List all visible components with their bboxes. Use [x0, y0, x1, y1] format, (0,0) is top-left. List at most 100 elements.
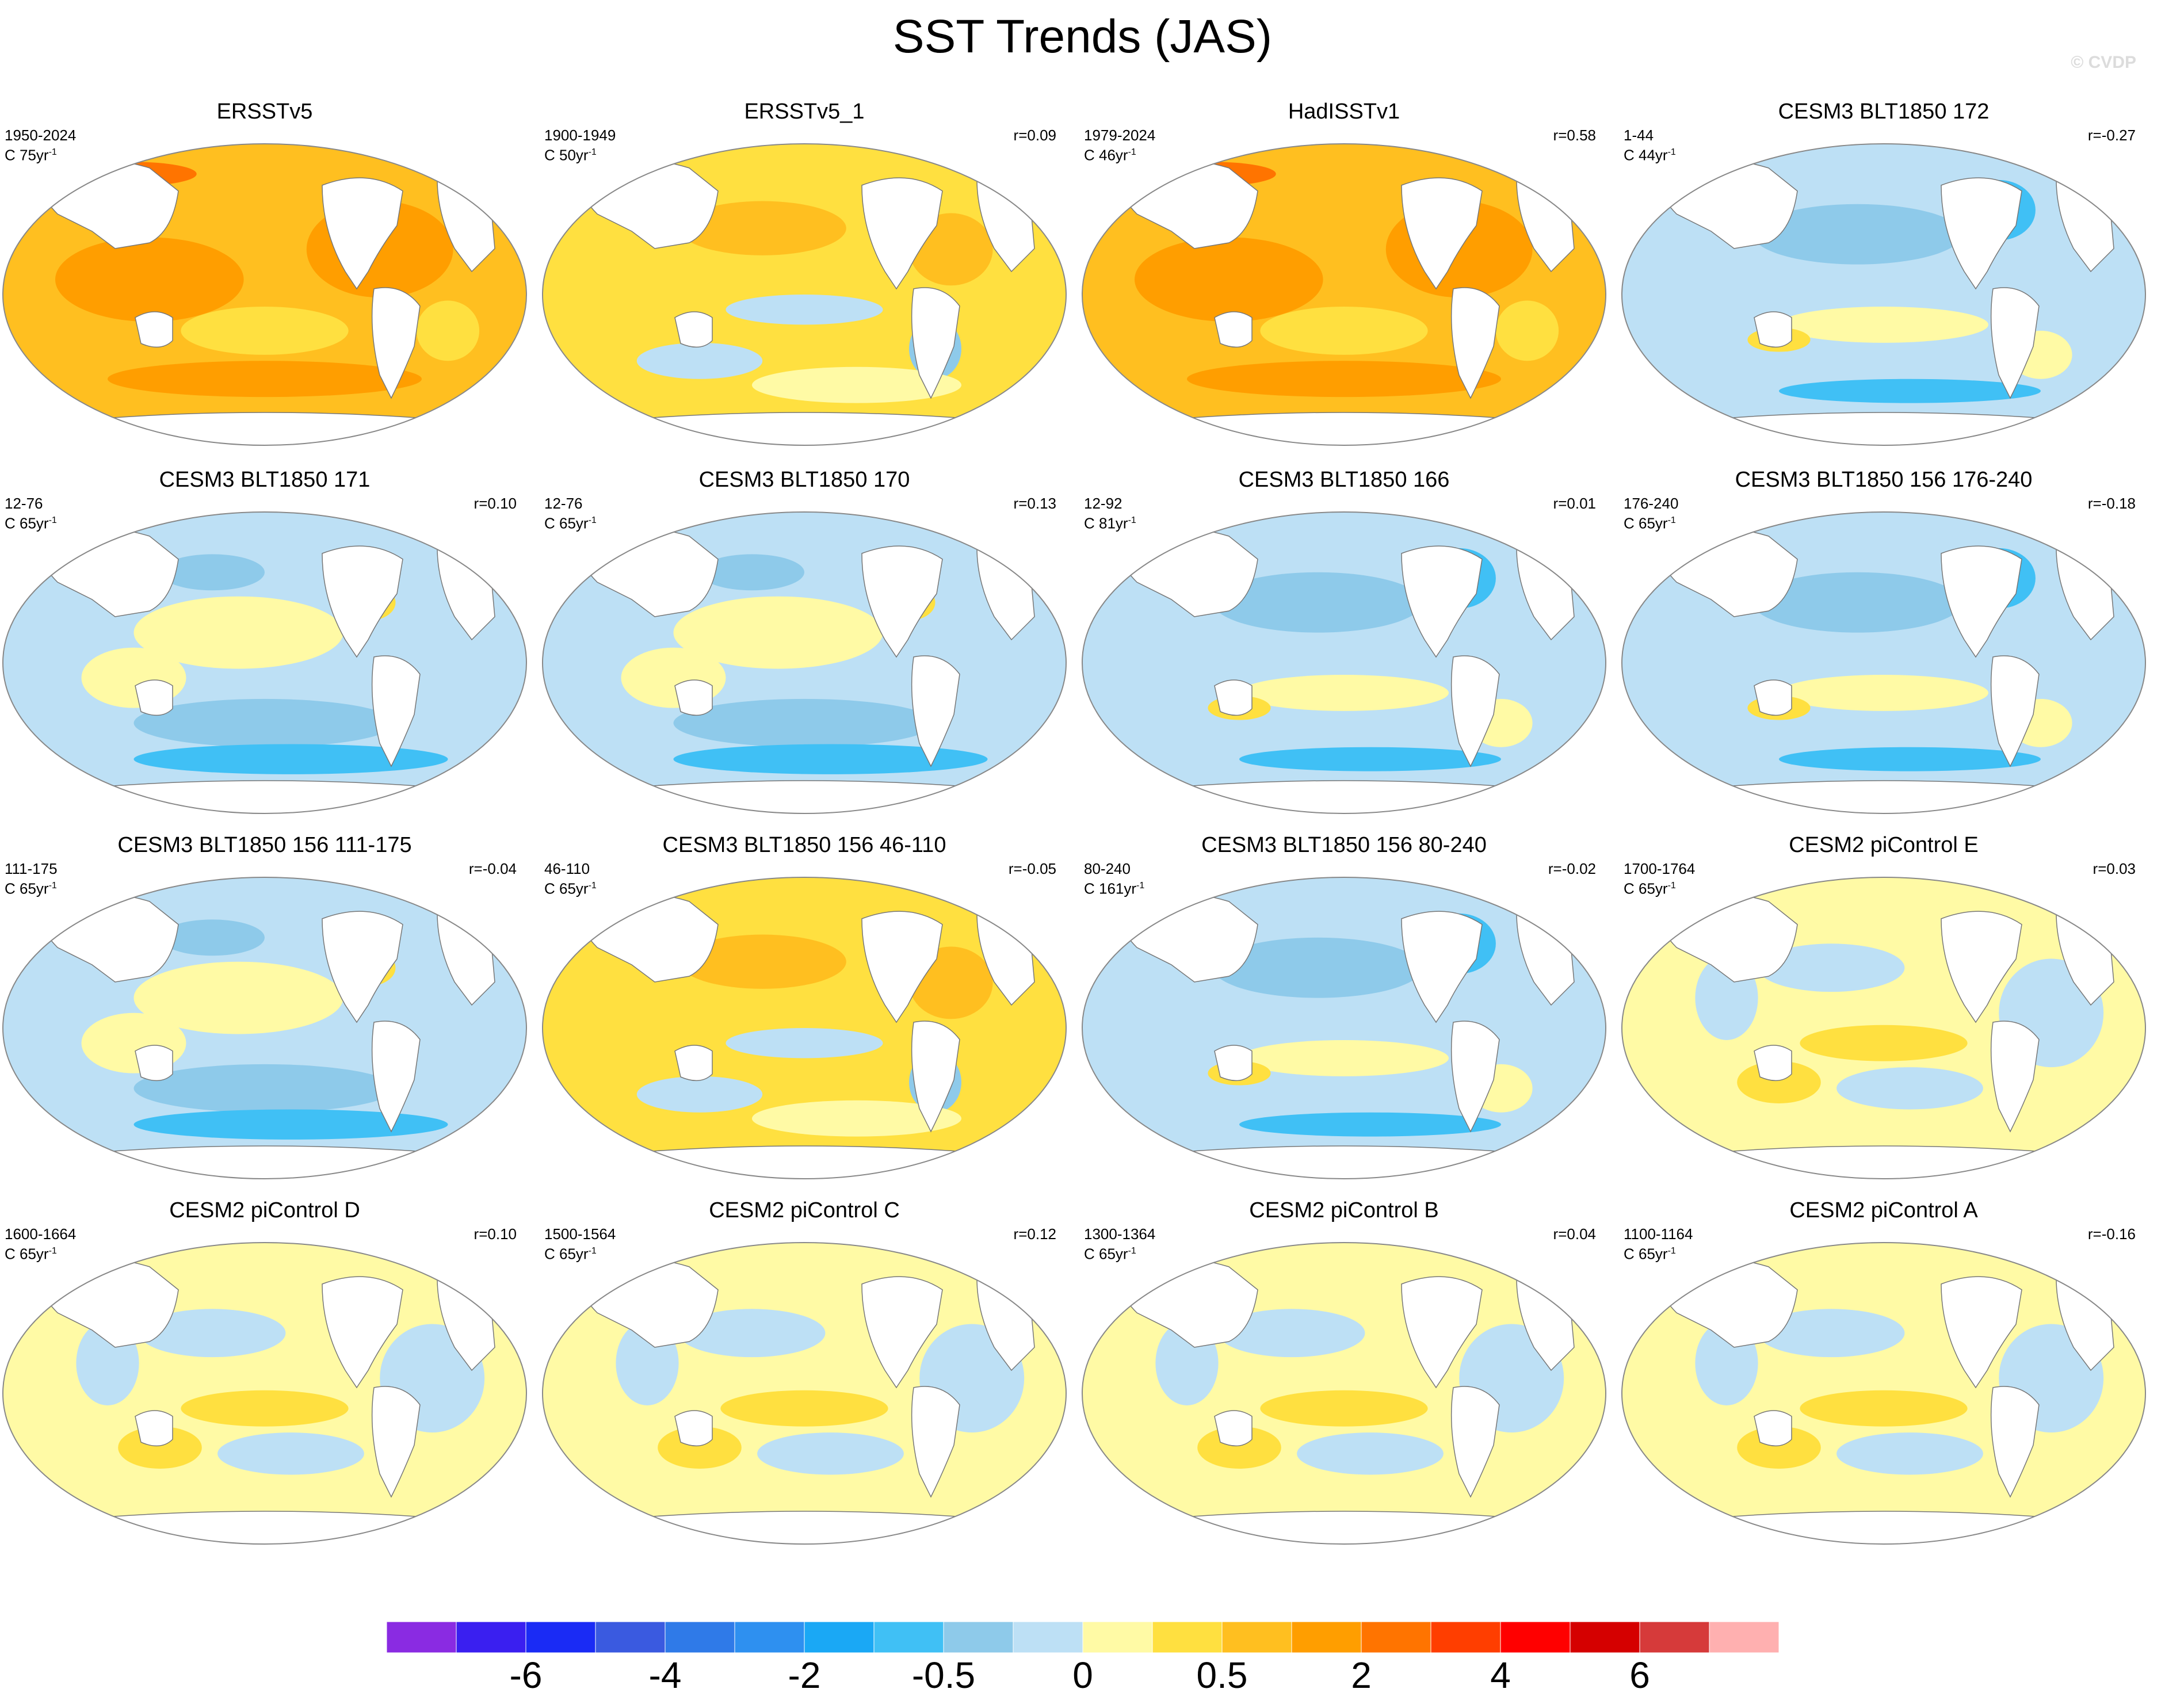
panel-pattern-correlation: r=0.10: [474, 495, 517, 512]
map-panel: ERSSTv5_1 1900-1949 C 50yr-1 r=0.09: [540, 99, 1069, 456]
sst-trend-map: [1082, 1242, 1606, 1545]
panel-pattern-correlation: r=0.58: [1553, 127, 1596, 144]
sst-trend-map: [542, 877, 1067, 1179]
sst-trend-map: [1621, 1242, 2146, 1545]
colorbar-swatch: [1221, 1622, 1292, 1653]
panel-years: 1300-1364: [1084, 1225, 1156, 1243]
map-panel: CESM2 piControl D 1600-1664 C 65yr-1 r=0.10: [0, 1198, 529, 1554]
panel-pattern-correlation: r=0.09: [1013, 127, 1056, 144]
panel-title: CESM2 piControl C: [709, 1198, 900, 1222]
panel-title: ERSSTv5: [216, 100, 313, 124]
panel-length: C 50yr-1: [544, 146, 597, 164]
panel-years: 46-110: [544, 860, 590, 877]
panel-length: C 81yr-1: [1084, 514, 1136, 532]
colorbar-swatch: [1709, 1622, 1779, 1653]
panel-title: CESM3 BLT1850 156 176-240: [1735, 468, 2033, 492]
panel-pattern-correlation: r=-0.05: [1008, 860, 1056, 877]
sst-trend-map: [542, 511, 1067, 814]
map-panel: CESM3 BLT1850 166 12-92 C 81yr-1 r=0.01: [1079, 467, 1609, 824]
map-panel: CESM3 BLT1850 172 1-44 C 44yr-1 r=-0.27: [1619, 99, 2148, 456]
sst-trend-map: [542, 1242, 1067, 1545]
panel-length: C 65yr-1: [1624, 880, 1676, 897]
colorbar-swatch: [1500, 1622, 1571, 1653]
panel-years: 1100-1164: [1624, 1225, 1693, 1243]
sst-trend-map: [1082, 877, 1606, 1179]
panel-years: 80-240: [1084, 860, 1131, 877]
map-panel: CESM3 BLT1850 171 12-76 C 65yr-1 r=0.10: [0, 467, 529, 824]
map-panel: CESM3 BLT1850 170 12-76 C 65yr-1 r=0.13: [540, 467, 1069, 824]
panel-length: C 65yr-1: [1624, 514, 1676, 532]
panel-title: CESM3 BLT1850 170: [698, 468, 910, 492]
colorbar-swatch: [456, 1622, 526, 1653]
colorbar-swatch: [1082, 1622, 1153, 1653]
map-panel: CESM2 piControl C 1500-1564 C 65yr-1 r=0.12: [540, 1198, 1069, 1554]
panel-title: CESM3 BLT1850 156 46-110: [662, 833, 946, 857]
colorbar-tick-label: -2: [788, 1654, 821, 1696]
panel-title: CESM2 piControl D: [169, 1198, 360, 1222]
panel-title: HadISSTv1: [1288, 100, 1400, 124]
panel-years: 1500-1564: [544, 1225, 616, 1243]
panel-title: CESM3 BLT1850 171: [159, 468, 371, 492]
colorbar-tick-label: 6: [1629, 1654, 1650, 1696]
panel-title: ERSSTv5_1: [744, 100, 865, 124]
panel-years: 1600-1664: [5, 1225, 77, 1243]
colorbar-tick-label: 4: [1490, 1654, 1511, 1696]
panel-title: CESM2 piControl E: [1789, 833, 1979, 857]
panel-pattern-correlation: r=-0.27: [2087, 127, 2136, 144]
colorbar-swatch: [595, 1622, 666, 1653]
colorbar-tick-label: -4: [648, 1654, 682, 1696]
map-panel: CESM2 piControl B 1300-1364 C 65yr-1 r=0.04: [1079, 1198, 1609, 1554]
panel-length: C 44yr-1: [1624, 146, 1676, 164]
panel-title: CESM3 BLT1850 172: [1778, 100, 1990, 124]
colorbar-tick-label: 2: [1351, 1654, 1372, 1696]
panel-title: CESM2 piControl A: [1789, 1198, 1978, 1222]
colorbar-tick-label: 0.5: [1196, 1654, 1248, 1696]
panel-pattern-correlation: r=-0.02: [1548, 860, 1596, 877]
sst-trend-map: [2, 1242, 527, 1545]
colorbar-tick-label: -6: [509, 1654, 543, 1696]
panel-pattern-correlation: r=0.13: [1013, 495, 1056, 512]
panel-length: C 161yr-1: [1084, 880, 1145, 897]
panel-pattern-correlation: r=0.03: [2093, 860, 2136, 877]
colorbar-swatch: [804, 1622, 875, 1653]
colorbar-swatch: [665, 1622, 735, 1653]
colorbar-swatch: [1639, 1622, 1710, 1653]
sst-trend-map: [1621, 511, 2146, 814]
colorbar-labels: -6 -4 -2 -0.5 0 0.5 2 4 6: [387, 1652, 1779, 1698]
panel-years: 12-76: [544, 495, 583, 512]
panel-pattern-correlation: r=0.04: [1553, 1225, 1596, 1243]
colorbar-swatch: [1430, 1622, 1501, 1653]
map-panel: HadISSTv1 1979-2024 C 46yr-1 r=0.58: [1079, 99, 1609, 456]
colorbar: [387, 1622, 1779, 1653]
map-panel: CESM3 BLT1850 156 46-110 46-110 C 65yr-1 r=…: [540, 832, 1069, 1189]
sst-trend-map: [542, 143, 1067, 446]
panel-pattern-correlation: r=-0.16: [2087, 1225, 2136, 1243]
colorbar-swatch: [943, 1622, 1014, 1653]
panel-years: 1900-1949: [544, 127, 616, 144]
sst-trend-map: [2, 511, 527, 814]
colorbar-swatch: [1291, 1622, 1362, 1653]
panel-length: C 46yr-1: [1084, 146, 1136, 164]
watermark: © CVDP: [2071, 53, 2136, 72]
panel-years: 176-240: [1624, 495, 1679, 512]
colorbar-swatch: [525, 1622, 596, 1653]
panel-pattern-correlation: r=0.12: [1013, 1225, 1056, 1243]
panel-pattern-correlation: r=-0.04: [468, 860, 517, 877]
sst-trend-map: [2, 143, 527, 446]
panel-length: C 65yr-1: [544, 514, 597, 532]
colorbar-swatch: [734, 1622, 805, 1653]
panel-pattern-correlation: r=-0.18: [2087, 495, 2136, 512]
colorbar-tick-label: 0: [1072, 1654, 1093, 1696]
panel-title: CESM3 BLT1850 156 80-240: [1201, 833, 1487, 857]
panel-years: 1-44: [1624, 127, 1654, 144]
colorbar-swatch: [387, 1622, 457, 1653]
panel-title: CESM3 BLT1850 156 111-175: [117, 833, 412, 857]
panel-pattern-correlation: r=0.10: [474, 1225, 517, 1243]
panel-length: C 75yr-1: [5, 146, 57, 164]
panel-length: C 65yr-1: [544, 1245, 597, 1263]
sst-trend-map: [1082, 143, 1606, 446]
colorbar-swatch: [873, 1622, 944, 1653]
colorbar-swatch: [1013, 1622, 1083, 1653]
sst-trend-map: [1621, 877, 2146, 1179]
colorbar-tick-label: -0.5: [911, 1654, 976, 1696]
